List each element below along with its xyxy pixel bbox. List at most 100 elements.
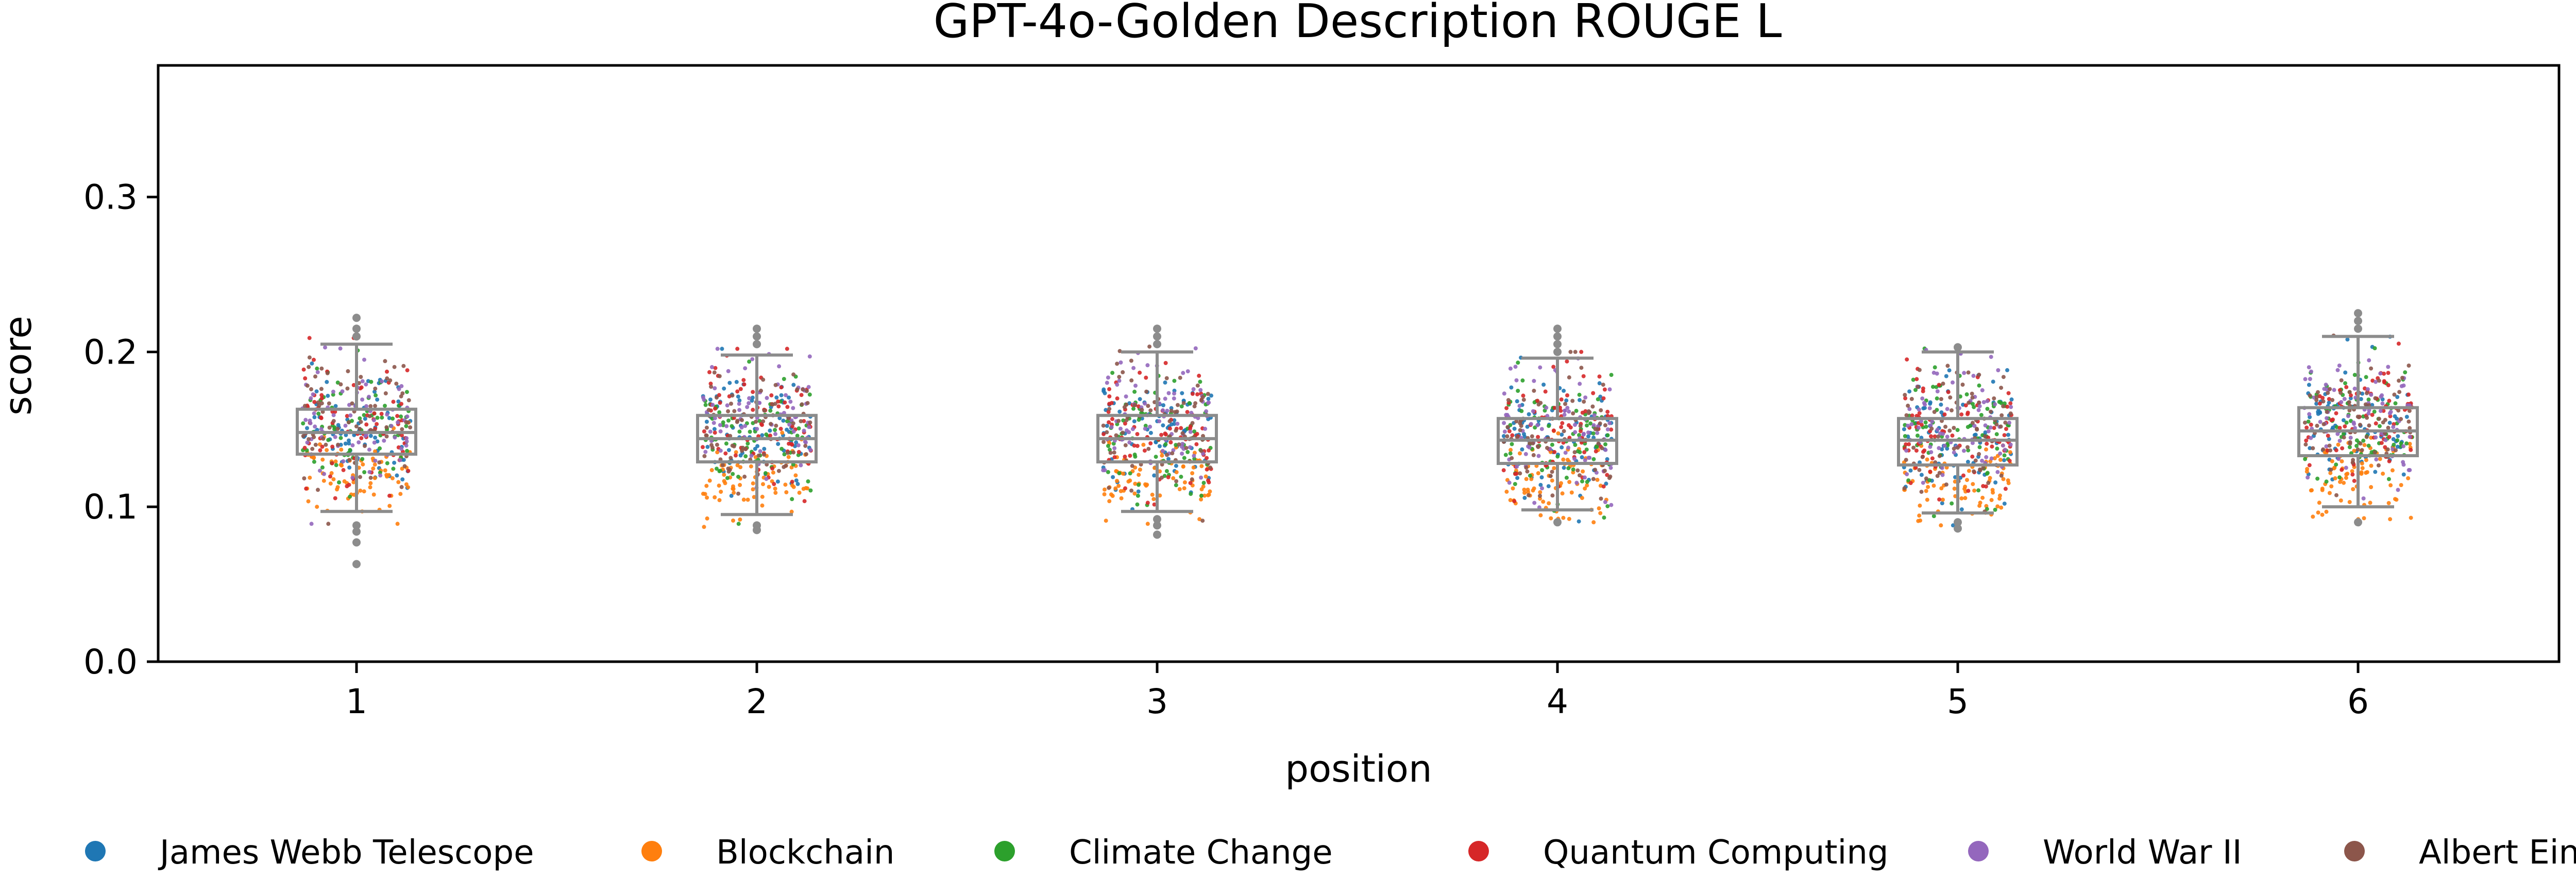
strip-point — [1929, 426, 1934, 431]
strip-point — [1115, 396, 1120, 401]
strip-point — [2401, 444, 2405, 448]
strip-point — [1910, 413, 1914, 418]
strip-point — [1932, 410, 1937, 414]
strip-point — [2320, 488, 2325, 492]
strip-point — [1101, 387, 1106, 392]
strip-point — [1955, 428, 1960, 433]
box-outlier — [753, 332, 761, 341]
strip-point — [1948, 395, 1953, 400]
strip-point — [364, 404, 368, 408]
strip-point — [1602, 387, 1607, 392]
strip-point — [1193, 346, 1198, 351]
strip-point — [1108, 447, 1112, 452]
strip-point — [1562, 429, 1566, 434]
strip-point — [1508, 498, 1513, 503]
strip-point — [1608, 465, 1613, 470]
strip-point — [2001, 443, 2005, 448]
strip-point — [319, 366, 324, 371]
strip-point — [1939, 397, 1943, 401]
strip-point — [1131, 406, 1136, 411]
strip-point — [795, 481, 800, 486]
box-outlier — [1954, 343, 1962, 352]
strip-point — [323, 345, 327, 350]
strip-point — [1195, 392, 1199, 396]
strip-point — [2001, 477, 2006, 481]
strip-point — [1965, 445, 1970, 450]
strip-point — [1931, 484, 1936, 488]
strip-point — [2344, 385, 2349, 389]
strip-point — [1977, 452, 1981, 456]
strip-point — [1167, 426, 1172, 431]
strip-point — [2377, 417, 2381, 421]
strip-point — [1904, 458, 1908, 462]
strip-point — [736, 491, 740, 496]
strip-point — [1532, 501, 1537, 505]
strip-point — [1200, 395, 1205, 400]
strip-point — [2342, 480, 2346, 485]
strip-point — [1132, 389, 1137, 394]
strip-point — [1594, 449, 1598, 454]
strip-point — [2335, 368, 2340, 372]
strip-point — [1185, 369, 1190, 374]
strip-point — [751, 390, 755, 394]
strip-point — [357, 440, 361, 445]
strip-point — [316, 411, 321, 416]
strip-point — [1109, 425, 1114, 429]
strip-point — [715, 467, 719, 471]
strip-point — [1539, 475, 1544, 479]
strip-point — [373, 404, 377, 408]
strip-point — [2328, 471, 2333, 475]
strip-point — [783, 482, 788, 487]
strip-point — [378, 473, 383, 478]
strip-point — [351, 480, 356, 485]
box-outlier — [1954, 518, 1962, 527]
strip-point — [1972, 488, 1977, 493]
strip-point — [2003, 487, 2008, 491]
strip-point — [1107, 420, 1111, 425]
strip-point — [372, 462, 377, 467]
strip-point — [1530, 434, 1534, 439]
strip-point — [2327, 397, 2331, 401]
strip-point — [360, 398, 365, 402]
strip-point — [2331, 417, 2335, 422]
strip-point — [405, 368, 410, 373]
strip-point — [730, 393, 735, 398]
strip-point — [1181, 464, 1185, 469]
strip-point — [1571, 411, 1575, 416]
strip-point — [405, 414, 410, 419]
strip-point — [1515, 476, 1520, 480]
strip-point — [748, 429, 752, 434]
strip-point — [1972, 424, 1977, 428]
strip-point — [319, 416, 324, 420]
strip-point — [1970, 391, 1974, 396]
strip-point — [406, 398, 411, 403]
strip-point — [781, 418, 786, 423]
strip-point — [1559, 397, 1564, 402]
strip-point — [1195, 432, 1199, 436]
strip-point — [384, 473, 389, 477]
strip-point — [326, 393, 330, 398]
strip-point — [1164, 376, 1169, 381]
strip-point — [1188, 424, 1193, 429]
strip-point — [711, 421, 716, 425]
strip-point — [2406, 476, 2411, 480]
strip-point — [1984, 447, 1988, 452]
strip-point — [1998, 424, 2003, 429]
strip-point — [2358, 441, 2363, 446]
strip-point — [799, 463, 803, 468]
strip-point — [373, 449, 377, 454]
strip-point — [2309, 436, 2313, 440]
strip-point — [2009, 405, 2013, 409]
strip-point — [782, 452, 787, 457]
strip-point — [1919, 473, 1924, 477]
strip-point — [1945, 407, 1950, 411]
strip-point — [2352, 422, 2357, 426]
strip-point — [743, 454, 748, 459]
strip-point — [350, 419, 354, 423]
strip-point — [1144, 389, 1149, 394]
strip-point — [1911, 445, 1916, 450]
strip-point — [1146, 446, 1151, 451]
strip-point — [2374, 421, 2378, 426]
strip-point — [1132, 443, 1137, 448]
strip-point — [2001, 375, 2006, 379]
